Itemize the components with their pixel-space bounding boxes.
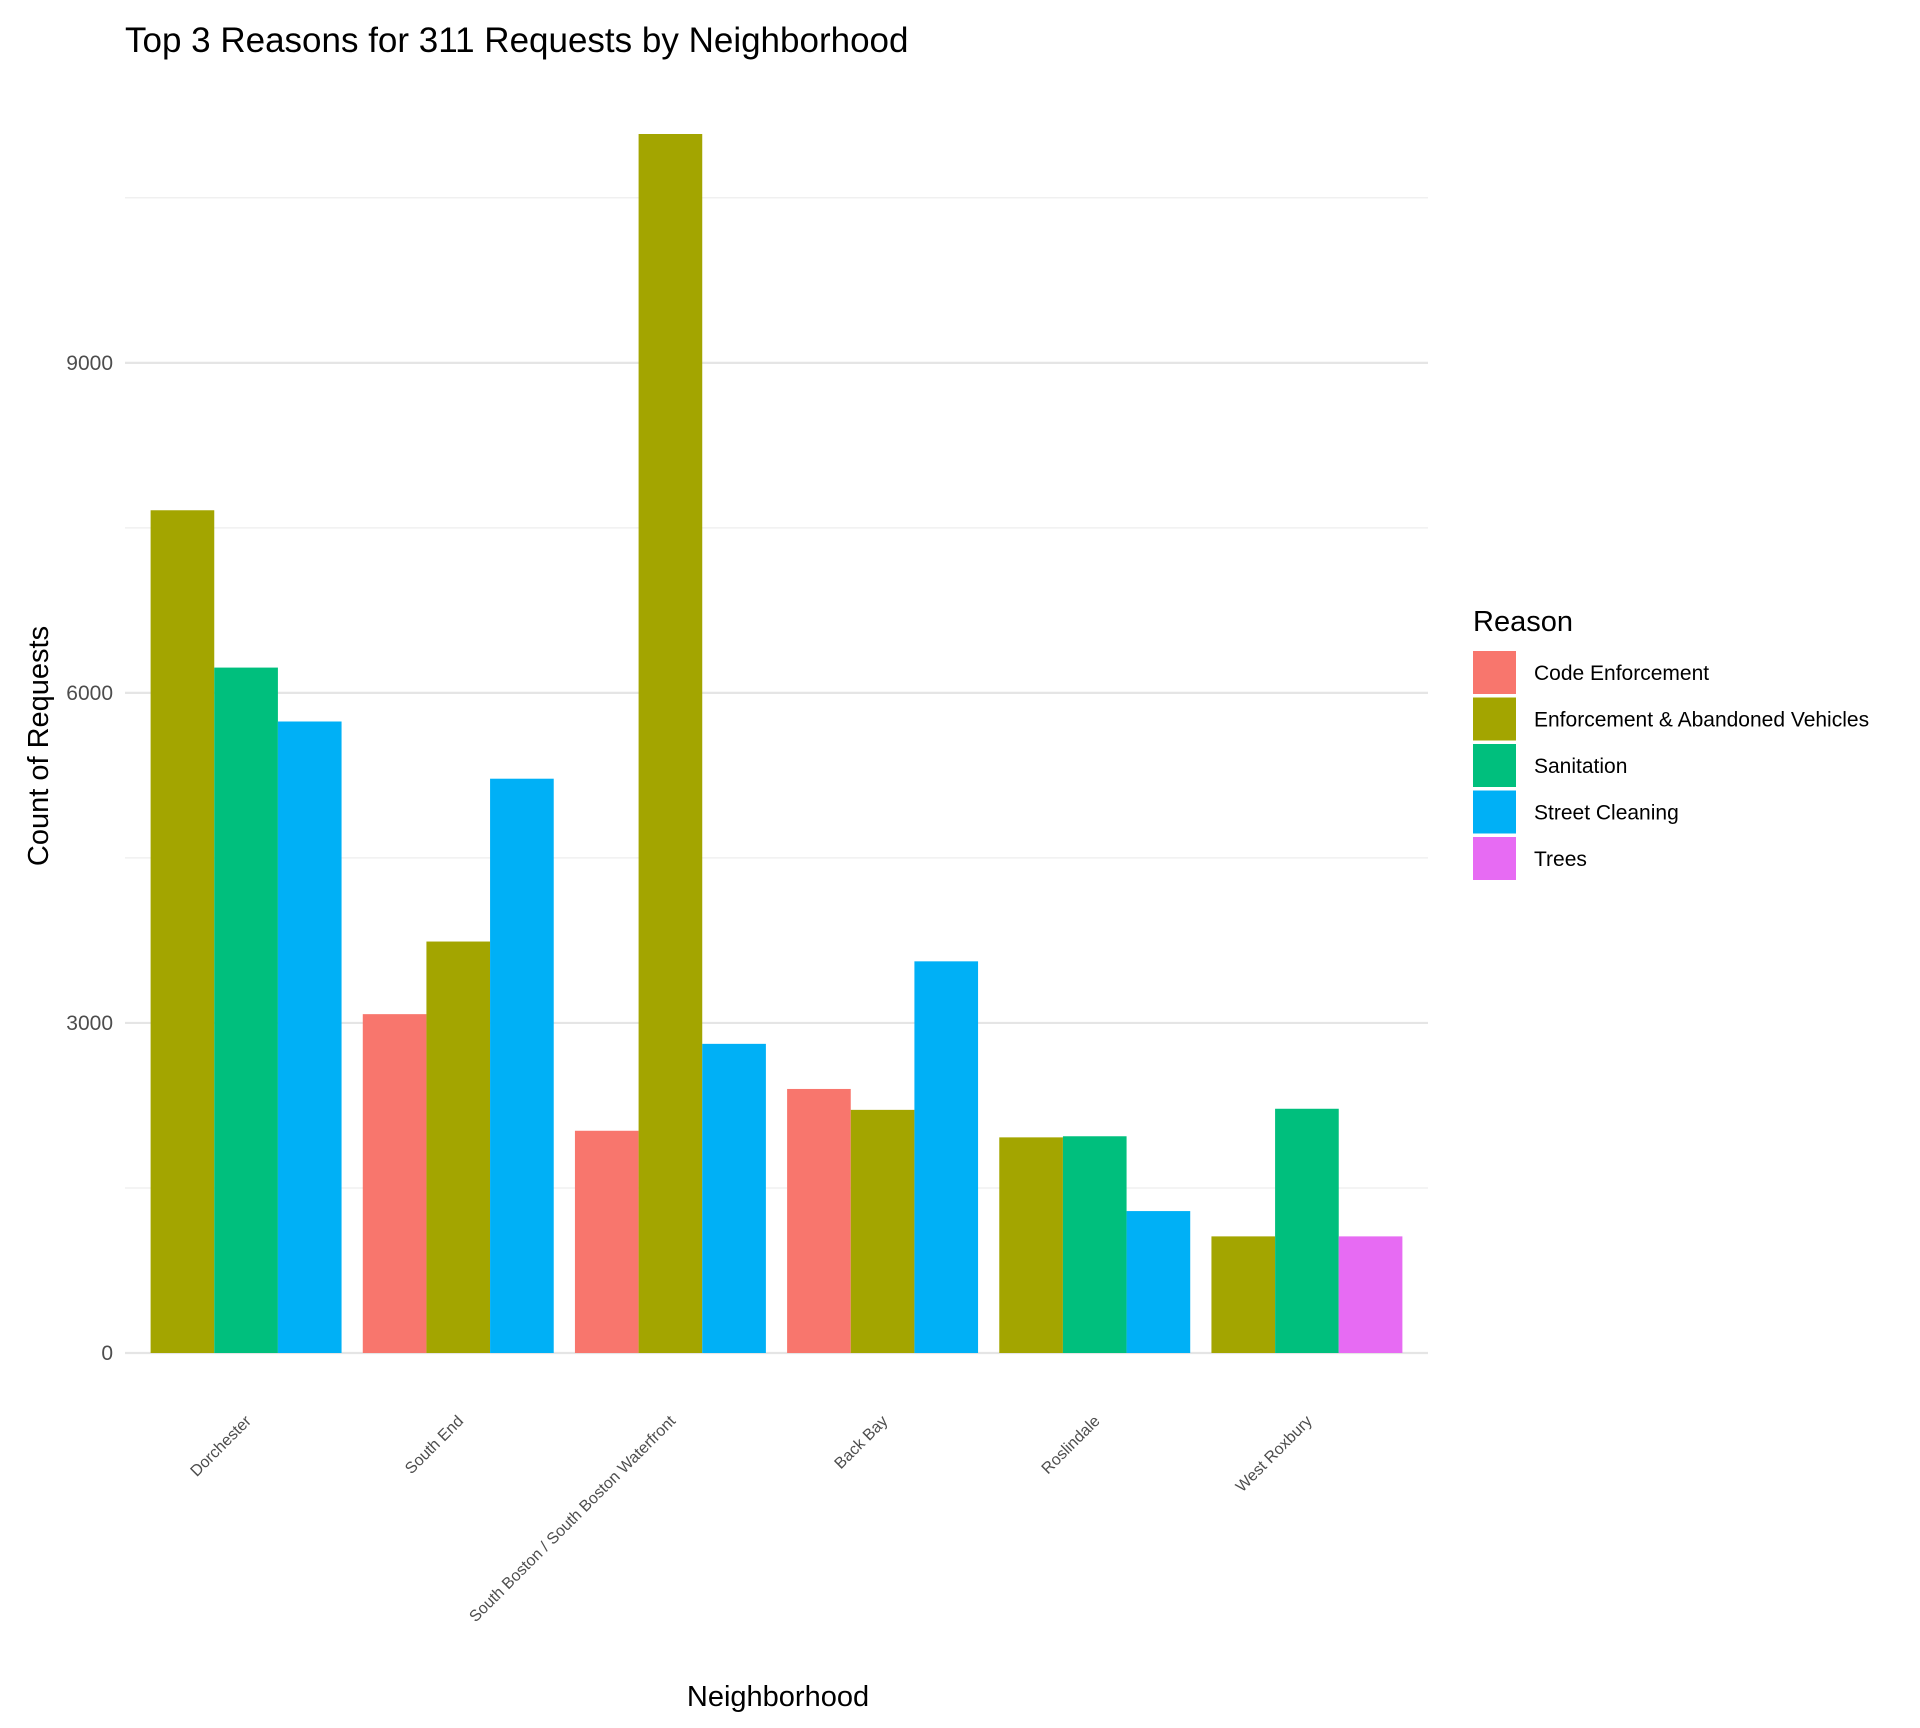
y-tick-label: 9000 [66,352,113,375]
bar-enforcement-abandoned-vehicles-5 [1211,1236,1276,1353]
legend-label: Sanitation [1534,755,1627,778]
bar-code-enforcement-2 [574,1130,639,1353]
bar-enforcement-abandoned-vehicles-2 [638,134,703,1353]
legend-label: Enforcement & Abandoned Vehicles [1534,709,1869,732]
bar-trees-5 [1338,1236,1403,1353]
legend-label: Code Enforcement [1534,662,1709,685]
x-tick-labels: Dorchester South End South Boston / South … [188,1412,1316,1625]
x-axis-title: Neighborhood [687,1681,869,1713]
bar-street-cleaning-2 [702,1043,766,1353]
x-tick-label: South End [402,1413,467,1478]
legend-swatch [1473,837,1516,880]
bar-sanitation-4 [1062,1136,1127,1353]
legend: Reason Code Enforcement Enforcement & Aba… [1473,606,1869,880]
legend-swatch [1473,790,1516,834]
grid [125,197,1428,1355]
bars [150,134,1403,1353]
x-tick-label: South Boston / South Boston Waterfront [466,1412,679,1625]
bar-sanitation-0 [214,667,278,1353]
bar-sanitation-5 [1275,1108,1339,1353]
y-tick-labels: 0 3000 6000 9000 [66,352,113,1365]
x-tick-label: Roslindale [1039,1413,1104,1478]
legend-swatch [1473,697,1516,741]
bar-enforcement-abandoned-vehicles-3 [850,1109,915,1353]
legend-title: Reason [1473,606,1573,638]
y-axis-title: Count of Requests [23,626,55,866]
bar-code-enforcement-3 [787,1088,851,1353]
legend-items: Code Enforcement Enforcement & Abandoned … [1473,651,1869,880]
x-tick-label: Dorchester [188,1412,256,1480]
legend-label: Trees [1534,848,1587,871]
y-tick-label: 3000 [66,1012,113,1035]
bar-enforcement-abandoned-vehicles-4 [999,1137,1063,1353]
legend-swatch [1473,651,1516,694]
bar-enforcement-abandoned-vehicles-0 [150,510,215,1353]
y-tick-label: 6000 [66,682,113,705]
legend-label: Street Cleaning [1534,802,1679,825]
bar-street-cleaning-4 [1126,1211,1191,1353]
bar-code-enforcement-1 [362,1014,427,1353]
y-tick-label: 0 [101,1342,113,1365]
bar-enforcement-abandoned-vehicles-1 [426,941,491,1353]
x-tick-label: West Roxbury [1233,1413,1316,1496]
x-tick-label: Back Bay [832,1413,892,1473]
legend-swatch [1473,744,1516,787]
bar-street-cleaning-0 [277,721,342,1353]
bar-street-cleaning-1 [490,778,554,1353]
bar-street-cleaning-3 [914,961,979,1353]
chart-title: Top 3 Reasons for 311 Requests by Neighb… [125,21,908,60]
